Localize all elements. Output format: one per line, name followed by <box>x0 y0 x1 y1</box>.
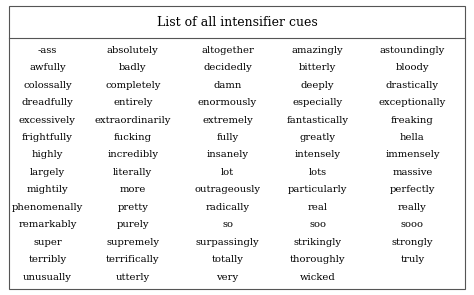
Text: dreadfully: dreadfully <box>21 98 73 107</box>
Text: outrageously: outrageously <box>194 186 261 194</box>
Text: immensely: immensely <box>385 150 439 160</box>
Text: insanely: insanely <box>207 150 248 160</box>
Text: largely: largely <box>30 168 65 177</box>
Text: exceptionally: exceptionally <box>379 98 446 107</box>
Text: sooo: sooo <box>401 220 424 230</box>
Text: strongly: strongly <box>392 238 433 247</box>
Text: altogether: altogether <box>201 45 254 55</box>
Text: totally: totally <box>211 255 244 264</box>
Text: wicked: wicked <box>300 273 336 282</box>
Text: hella: hella <box>400 133 425 142</box>
Text: perfectly: perfectly <box>390 186 435 194</box>
Text: remarkably: remarkably <box>18 220 77 230</box>
Text: terribly: terribly <box>28 255 66 264</box>
Text: fully: fully <box>217 133 238 142</box>
Text: mightily: mightily <box>27 186 68 194</box>
Text: deeply: deeply <box>301 81 334 89</box>
Text: particularly: particularly <box>288 186 347 194</box>
Text: radically: radically <box>206 203 249 212</box>
Text: surpassingly: surpassingly <box>196 238 259 247</box>
Text: pretty: pretty <box>117 203 148 212</box>
Text: massive: massive <box>392 168 433 177</box>
Text: badly: badly <box>119 63 146 72</box>
Text: incredibly: incredibly <box>107 150 158 160</box>
Text: bitterly: bitterly <box>299 63 336 72</box>
Text: real: real <box>308 203 328 212</box>
Text: terrifically: terrifically <box>106 255 159 264</box>
Text: bloody: bloody <box>396 63 429 72</box>
Text: thoroughly: thoroughly <box>290 255 346 264</box>
Text: supremely: supremely <box>106 238 159 247</box>
Text: highly: highly <box>32 150 63 160</box>
Text: really: really <box>398 203 427 212</box>
Text: unusually: unusually <box>23 273 72 282</box>
Text: especially: especially <box>292 98 343 107</box>
Text: utterly: utterly <box>116 273 150 282</box>
Text: amazingly: amazingly <box>292 45 343 55</box>
Text: so: so <box>222 220 233 230</box>
Text: phenomenally: phenomenally <box>12 203 83 212</box>
Text: freaking: freaking <box>391 116 434 124</box>
Text: strikingly: strikingly <box>293 238 342 247</box>
Text: super: super <box>33 238 62 247</box>
Text: extraordinarily: extraordinarily <box>94 116 171 124</box>
Text: soo: soo <box>309 220 326 230</box>
Text: extremely: extremely <box>202 116 253 124</box>
Text: purely: purely <box>117 220 149 230</box>
Text: -ass: -ass <box>38 45 57 55</box>
Text: truly: truly <box>401 255 424 264</box>
Text: drastically: drastically <box>386 81 439 89</box>
Text: colossally: colossally <box>23 81 72 89</box>
Text: very: very <box>217 273 238 282</box>
Text: entirely: entirely <box>113 98 153 107</box>
Text: excessively: excessively <box>19 116 76 124</box>
Text: lots: lots <box>309 168 327 177</box>
Text: literally: literally <box>113 168 152 177</box>
Text: astoundingly: astoundingly <box>380 45 445 55</box>
Text: lot: lot <box>221 168 234 177</box>
Text: fantastically: fantastically <box>287 116 348 124</box>
Text: completely: completely <box>105 81 160 89</box>
Text: fucking: fucking <box>114 133 152 142</box>
Text: List of all intensifier cues: List of all intensifier cues <box>156 16 318 29</box>
Text: absolutely: absolutely <box>107 45 159 55</box>
Text: frightfully: frightfully <box>22 133 73 142</box>
Text: more: more <box>119 186 146 194</box>
Text: intensely: intensely <box>294 150 341 160</box>
Text: greatly: greatly <box>300 133 336 142</box>
Text: enormously: enormously <box>198 98 257 107</box>
Text: damn: damn <box>213 81 242 89</box>
Text: decidedly: decidedly <box>203 63 252 72</box>
Text: awfully: awfully <box>29 63 66 72</box>
